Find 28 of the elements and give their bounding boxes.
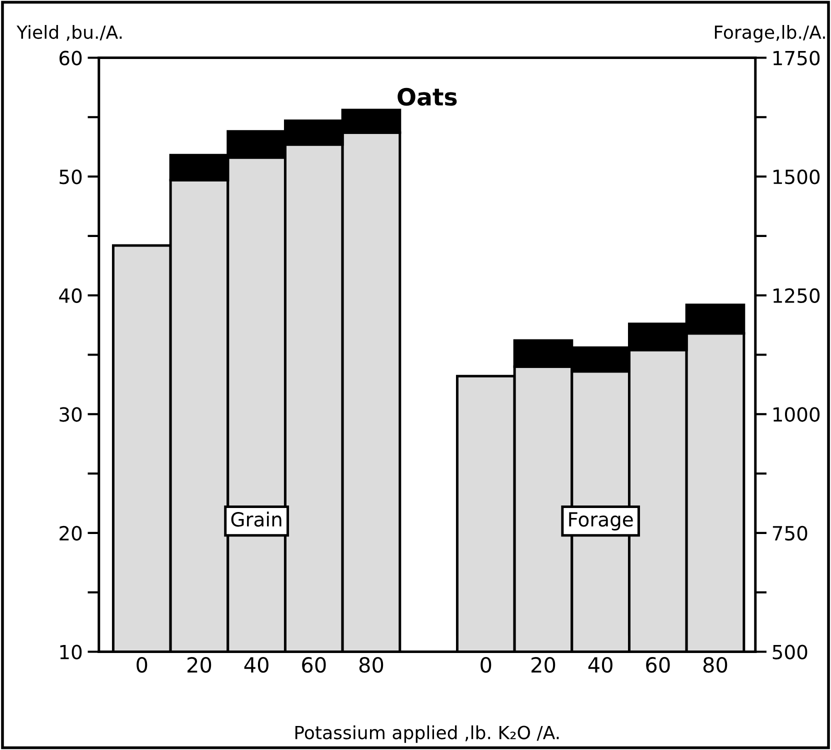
x-tick-label: 60 [302,656,326,673]
y2-tick-label: 500 [772,644,808,660]
y-tick-label: 50 [60,170,82,184]
y2-tick-label: 750 [772,526,808,541]
y2-tick-label: 1250 [773,288,820,304]
y2-tick-label: 1500 [773,170,820,184]
y-tick-label: 30 [60,407,82,422]
annotation: Forage [569,512,633,530]
y-tick-label: 60 [60,50,82,66]
y-axis-title: Yield ,bu./A. [16,25,122,41]
y-tick-label: 20 [60,526,82,541]
x-tick-label: 80 [359,656,384,673]
x-tick-label: 60 [646,656,670,673]
text: Oats [398,88,457,106]
x-tick-label: 40 [244,656,268,673]
x-tick-label: 0 [480,656,492,673]
x-tick-label: 0 [136,656,148,673]
x-axis-title: Potassium applied ,lb. K₂O /A. [295,725,559,743]
y2-tick-label: 1000 [773,407,820,422]
y-tick-label: 10 [60,644,82,660]
annotation: Grain [231,512,282,527]
x-tick-label: 80 [703,656,728,673]
y2-axis-title: Forage,lb./A. [714,25,825,42]
x-tick-label: 20 [532,656,556,673]
y2-tick-label: 1750 [773,50,820,66]
y-tick-label: 40 [59,288,82,304]
x-tick-label: 40 [588,656,612,673]
x-tick-label: 20 [187,656,212,673]
